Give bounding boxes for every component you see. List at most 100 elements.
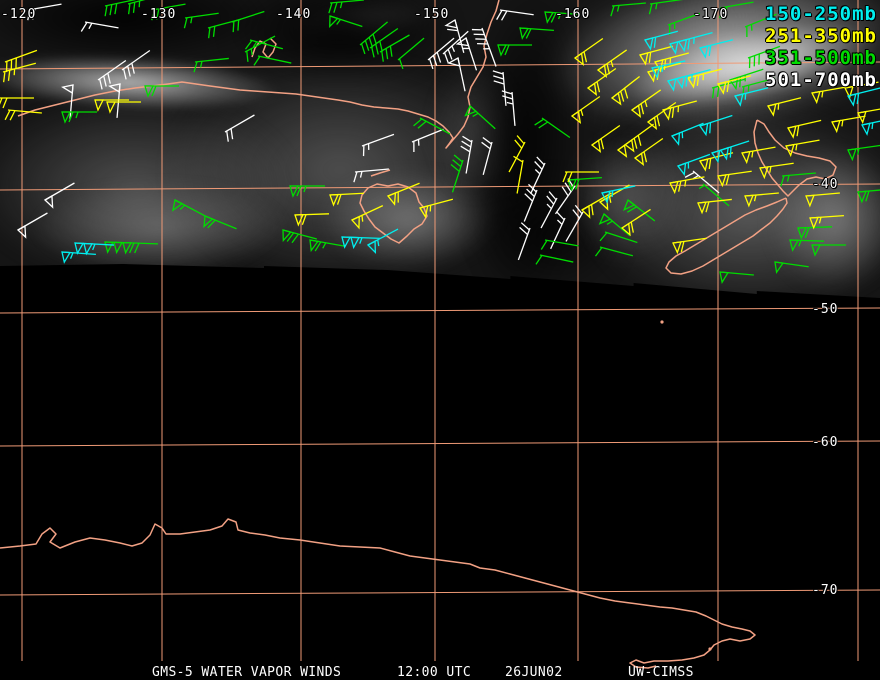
wind-barb [329, 15, 363, 29]
longitude-label: -130 [141, 7, 177, 22]
wind-barb [633, 137, 664, 166]
wind-barb [785, 139, 820, 158]
wind-barb [530, 156, 546, 195]
wind-barb [231, 10, 265, 33]
wind-barb [676, 153, 711, 177]
wind-barb [672, 237, 707, 255]
wind-barb [661, 100, 697, 121]
latitude-label: -70 [812, 583, 839, 598]
wind-barb [698, 114, 733, 137]
wind-barb [203, 215, 237, 230]
wind-barb [106, 101, 141, 114]
wind-barb [668, 31, 713, 55]
wind-barb [550, 211, 566, 250]
wind-barb [350, 205, 384, 230]
wind-barb [497, 44, 532, 57]
latitude-label: -50 [812, 302, 839, 317]
parallel-line [0, 183, 880, 191]
wind-barb [481, 136, 493, 176]
wind-barb [2, 62, 37, 83]
wind-barb [328, 0, 364, 14]
cloud-texture [30, 180, 290, 275]
wind-barb [809, 214, 844, 230]
wind-barb [719, 1, 754, 19]
wind-barb [444, 18, 465, 54]
wind-barb [586, 67, 617, 96]
wind-barb [359, 21, 388, 55]
wind-barb [716, 75, 752, 95]
wind-barb [253, 55, 292, 66]
wind-barb [844, 81, 879, 100]
wind-barb [598, 212, 631, 237]
wind-barb [594, 246, 634, 257]
wind-barb [698, 39, 734, 59]
coastline-bass-islets [370, 169, 391, 177]
wind-barb [567, 176, 602, 192]
wind-barb [610, 75, 640, 106]
wind-barb [61, 251, 96, 264]
legend-item-501-700mb: 501-700mb [765, 69, 877, 91]
wind-barb [519, 27, 554, 40]
wind-barb [27, 3, 62, 21]
wind-barb [517, 222, 531, 261]
wind-barb [698, 183, 730, 207]
wind-barb [361, 133, 395, 157]
wind-barb [508, 135, 526, 173]
longitude-label: -160 [555, 7, 591, 22]
wind-barb [341, 236, 381, 250]
wind-barb [108, 83, 121, 118]
wind-barb [846, 87, 880, 107]
wind-barb [104, 0, 139, 17]
wind-barb [599, 231, 638, 244]
wind-barb [397, 37, 425, 70]
wind-barb [4, 109, 42, 121]
legend-item-351-500mb: 351-500mb [765, 47, 877, 69]
cloud-texture [0, 95, 300, 280]
wind-barb [496, 9, 534, 21]
wind-barb [847, 144, 880, 162]
wind-barb [601, 185, 636, 204]
wind-barb [523, 183, 538, 222]
wind-barb [61, 84, 74, 119]
wind-barb [774, 261, 809, 275]
wind-barb [464, 104, 496, 130]
wind-barb [127, 0, 162, 15]
wind-barb [562, 171, 599, 183]
parallel-line [0, 61, 880, 70]
wind-barb [244, 39, 284, 50]
wind-barb [193, 57, 229, 73]
wind-barb [648, 0, 684, 15]
parallel-line [0, 307, 880, 314]
wind-barb [717, 170, 752, 188]
pressure-legend: 150-250mb 251-350mb 351-500mb 501-700mb [765, 3, 877, 91]
legend-item-251-350mb: 251-350mb [765, 25, 877, 47]
wind-barb [670, 122, 704, 146]
wind-barb [447, 57, 466, 92]
wind-barb [427, 37, 455, 70]
wind-barb [183, 12, 219, 29]
wind-barb [787, 119, 822, 139]
wind-barb [857, 106, 880, 125]
wind-barb [534, 117, 571, 139]
latitude-label: -60 [812, 435, 839, 450]
wind-barb [282, 229, 317, 244]
wind-barb [789, 239, 825, 252]
wind-barb [616, 123, 654, 158]
wind-barb [697, 198, 732, 215]
coastline-nz-south-island [665, 197, 788, 275]
wind-barb [805, 192, 840, 208]
wind-barb [369, 27, 399, 58]
caption-bar: GMS-5 WATER VAPOR WINDS 12:00 UTC 26JUN0… [0, 666, 880, 680]
wind-barb [244, 35, 276, 62]
wind-barb [710, 140, 750, 164]
wind-barb [294, 213, 330, 227]
cloud-texture [770, 150, 880, 290]
product-title: GMS-5 WATER VAPOR WINDS [152, 665, 342, 680]
wind-barb [573, 37, 604, 66]
wind-barb [733, 87, 769, 107]
wind-barb [353, 168, 389, 183]
wind-barb [747, 45, 781, 69]
wind-barb [97, 59, 127, 90]
longitude-label: -150 [414, 7, 450, 22]
